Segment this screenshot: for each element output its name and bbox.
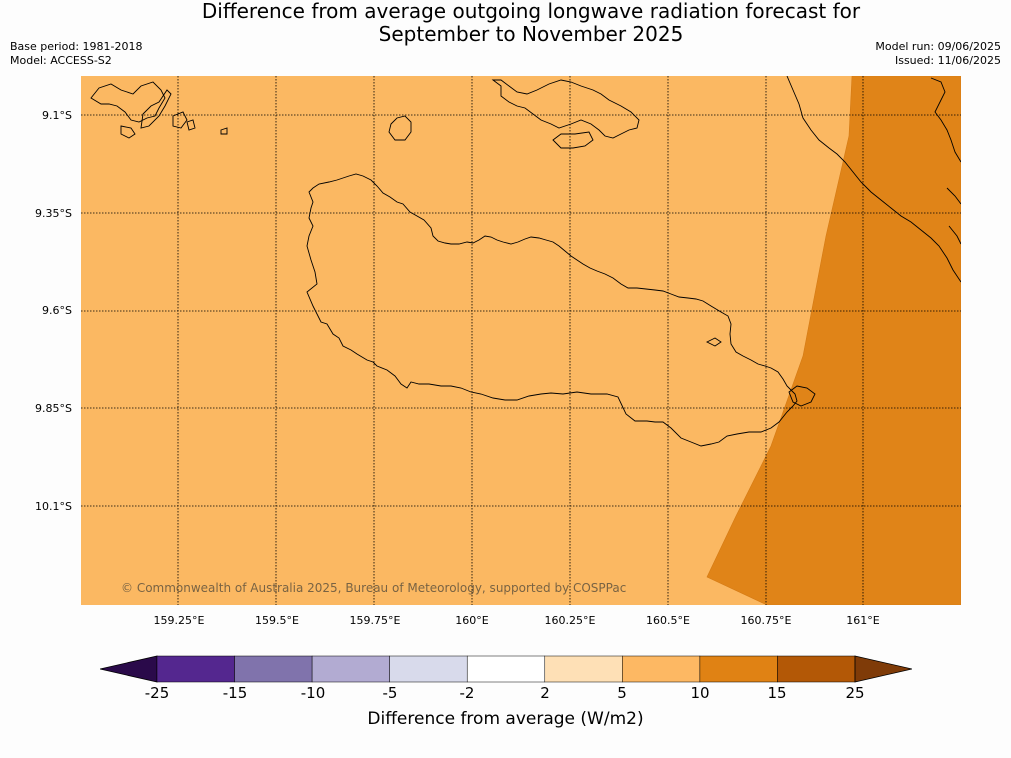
lat-label: 9.1°S xyxy=(42,109,72,122)
title-line-1: Difference from average outgoing longwav… xyxy=(201,0,861,23)
map-panel: © Commonwealth of Australia 2025, Bureau… xyxy=(81,76,961,605)
map-svg: © Commonwealth of Australia 2025, Bureau… xyxy=(81,76,961,605)
colorbar xyxy=(99,655,913,683)
graticule xyxy=(81,76,961,605)
lat-label: 9.6°S xyxy=(42,304,72,317)
colorbar-segment xyxy=(777,655,856,683)
colorbar-segment xyxy=(466,655,546,683)
colorbar-segment xyxy=(544,655,623,683)
anomaly-region xyxy=(706,76,961,605)
russell-islands-coast xyxy=(90,81,166,123)
lon-label: 160.5°E xyxy=(646,614,690,627)
colorbar-extend-low xyxy=(99,655,158,683)
colorbar-tick: 5 xyxy=(617,684,627,702)
base-period-text: Base period: 1981-2018 xyxy=(10,40,143,53)
colorbar-segment xyxy=(156,655,235,683)
colorbar-tick: -2 xyxy=(459,684,475,702)
colorbar-tick: 10 xyxy=(690,684,710,702)
malaita-coast xyxy=(786,76,961,283)
colorbar-label: Difference from average (W/m2) xyxy=(367,709,644,729)
colorbar-svg xyxy=(99,655,913,683)
colorbar-tick: 2 xyxy=(540,684,550,702)
page-title: Difference from average outgoing longwav… xyxy=(0,0,1011,46)
lat-label: 10.1°S xyxy=(35,500,72,513)
lon-label: 159.75°E xyxy=(349,614,401,627)
colorbar-tick: -25 xyxy=(144,684,170,702)
copyright-text: © Commonwealth of Australia 2025, Bureau… xyxy=(121,581,626,595)
islet-coast xyxy=(388,115,412,141)
guadalcanal-coast xyxy=(306,173,798,447)
lon-label: 161°E xyxy=(846,614,880,627)
colorbar-tick: -5 xyxy=(382,684,398,702)
colorbar-tick: -10 xyxy=(300,684,326,702)
colorbar-segment xyxy=(311,655,390,683)
lon-label: 159.25°E xyxy=(153,614,205,627)
colorbar-segment xyxy=(234,655,313,683)
colorbar-segment xyxy=(699,655,778,683)
title-line-2: September to November 2025 xyxy=(378,22,684,46)
coastlines xyxy=(90,76,961,447)
colorbar-segment xyxy=(389,655,468,683)
lon-label: 160.75°E xyxy=(740,614,792,627)
colorbar-tick: 25 xyxy=(845,684,865,702)
meta-left: Base period: 1981-2018 Model: ACCESS-S2 xyxy=(10,40,142,68)
lon-label: 160.25°E xyxy=(544,614,596,627)
model-text: Model: ACCESS-S2 xyxy=(10,54,112,67)
lat-label: 9.35°S xyxy=(35,207,72,220)
lon-label: 160°E xyxy=(455,614,489,627)
colorbar-tick: 15 xyxy=(767,684,787,702)
colorbar-segment xyxy=(622,655,701,683)
lon-label: 159.5°E xyxy=(255,614,299,627)
model-run-text: Model run: 09/06/2025 xyxy=(875,40,1001,53)
meta-right: Model run: 09/06/2025 Issued: 11/06/2025 xyxy=(875,40,1001,68)
florida-islands-coast xyxy=(491,79,640,139)
lat-label: 9.85°S xyxy=(35,402,72,415)
colorbar-tick: -15 xyxy=(222,684,248,702)
issued-text: Issued: 11/06/2025 xyxy=(894,54,1001,67)
colorbar-extend-high xyxy=(854,655,913,683)
